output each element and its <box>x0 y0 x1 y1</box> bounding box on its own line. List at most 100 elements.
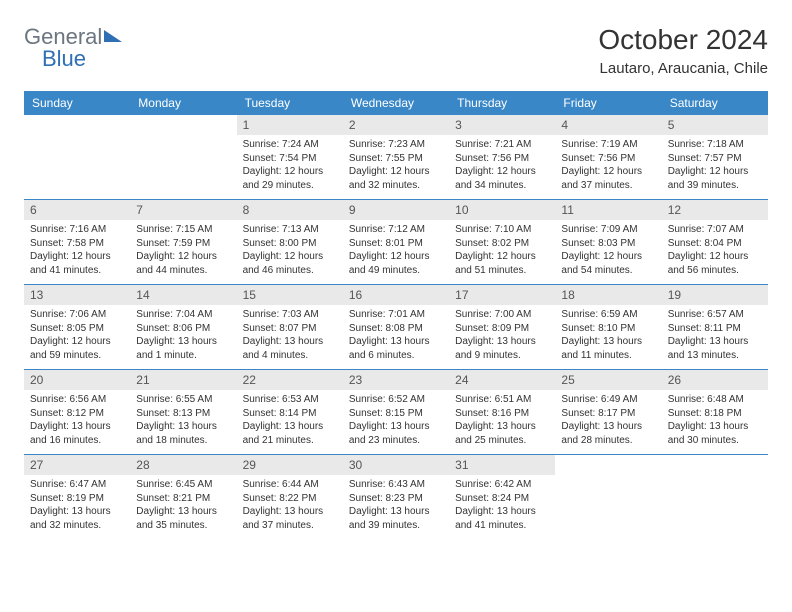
daylight-line: Daylight: 12 hours and 32 minutes. <box>349 165 443 192</box>
day-number: 17 <box>449 285 555 305</box>
calendar-cell: 12Sunrise: 7:07 AMSunset: 8:04 PMDayligh… <box>662 200 768 285</box>
day-body <box>130 133 236 140</box>
day-number: 5 <box>662 115 768 135</box>
calendar-cell: 16Sunrise: 7:01 AMSunset: 8:08 PMDayligh… <box>343 285 449 370</box>
day-body <box>24 133 130 140</box>
day-number: 23 <box>343 370 449 390</box>
weekday-header: Friday <box>555 91 661 115</box>
daylight-line: Daylight: 13 hours and 25 minutes. <box>455 420 549 447</box>
calendar-cell: 2Sunrise: 7:23 AMSunset: 7:55 PMDaylight… <box>343 115 449 200</box>
sunrise-line: Sunrise: 7:13 AM <box>243 223 337 237</box>
weekday-header: Sunday <box>24 91 130 115</box>
daylight-line: Daylight: 13 hours and 21 minutes. <box>243 420 337 447</box>
calendar-cell: 13Sunrise: 7:06 AMSunset: 8:05 PMDayligh… <box>24 285 130 370</box>
calendar-cell: 28Sunrise: 6:45 AMSunset: 8:21 PMDayligh… <box>130 455 236 540</box>
sunrise-line: Sunrise: 6:53 AM <box>243 393 337 407</box>
logo-text-blue: Blue <box>42 46 122 72</box>
day-number: 30 <box>343 455 449 475</box>
calendar-cell: 26Sunrise: 6:48 AMSunset: 8:18 PMDayligh… <box>662 370 768 455</box>
daylight-line: Daylight: 13 hours and 23 minutes. <box>349 420 443 447</box>
day-body: Sunrise: 7:19 AMSunset: 7:56 PMDaylight:… <box>555 135 661 196</box>
sunrise-line: Sunrise: 7:04 AM <box>136 308 230 322</box>
calendar-cell: 8Sunrise: 7:13 AMSunset: 8:00 PMDaylight… <box>237 200 343 285</box>
daylight-line: Daylight: 12 hours and 37 minutes. <box>561 165 655 192</box>
sunrise-line: Sunrise: 6:49 AM <box>561 393 655 407</box>
sunset-line: Sunset: 8:06 PM <box>136 322 230 336</box>
sunset-line: Sunset: 8:15 PM <box>349 407 443 421</box>
daylight-line: Daylight: 13 hours and 37 minutes. <box>243 505 337 532</box>
day-number <box>130 115 236 133</box>
day-number: 19 <box>662 285 768 305</box>
sunset-line: Sunset: 8:18 PM <box>668 407 762 421</box>
day-number: 28 <box>130 455 236 475</box>
sunrise-line: Sunrise: 7:12 AM <box>349 223 443 237</box>
calendar-cell: 5Sunrise: 7:18 AMSunset: 7:57 PMDaylight… <box>662 115 768 200</box>
day-body: Sunrise: 7:18 AMSunset: 7:57 PMDaylight:… <box>662 135 768 196</box>
sunset-line: Sunset: 8:17 PM <box>561 407 655 421</box>
calendar-cell: 30Sunrise: 6:43 AMSunset: 8:23 PMDayligh… <box>343 455 449 540</box>
weekday-header: Monday <box>130 91 236 115</box>
sunrise-line: Sunrise: 7:07 AM <box>668 223 762 237</box>
sunrise-line: Sunrise: 7:24 AM <box>243 138 337 152</box>
sunset-line: Sunset: 8:09 PM <box>455 322 549 336</box>
sunset-line: Sunset: 8:10 PM <box>561 322 655 336</box>
day-number: 20 <box>24 370 130 390</box>
daylight-line: Daylight: 13 hours and 11 minutes. <box>561 335 655 362</box>
day-body: Sunrise: 7:09 AMSunset: 8:03 PMDaylight:… <box>555 220 661 281</box>
calendar-grid: 1Sunrise: 7:24 AMSunset: 7:54 PMDaylight… <box>24 115 768 540</box>
day-number: 1 <box>237 115 343 135</box>
calendar-cell: 7Sunrise: 7:15 AMSunset: 7:59 PMDaylight… <box>130 200 236 285</box>
sunrise-line: Sunrise: 6:52 AM <box>349 393 443 407</box>
calendar-cell <box>662 455 768 540</box>
daylight-line: Daylight: 13 hours and 6 minutes. <box>349 335 443 362</box>
sunset-line: Sunset: 8:11 PM <box>668 322 762 336</box>
daylight-line: Daylight: 12 hours and 41 minutes. <box>30 250 124 277</box>
sunrise-line: Sunrise: 7:09 AM <box>561 223 655 237</box>
day-body: Sunrise: 7:16 AMSunset: 7:58 PMDaylight:… <box>24 220 130 281</box>
daylight-line: Daylight: 13 hours and 4 minutes. <box>243 335 337 362</box>
day-number: 26 <box>662 370 768 390</box>
sunset-line: Sunset: 7:58 PM <box>30 237 124 251</box>
calendar-cell: 6Sunrise: 7:16 AMSunset: 7:58 PMDaylight… <box>24 200 130 285</box>
sunset-line: Sunset: 7:59 PM <box>136 237 230 251</box>
calendar-cell <box>555 455 661 540</box>
day-body: Sunrise: 7:06 AMSunset: 8:05 PMDaylight:… <box>24 305 130 366</box>
day-body: Sunrise: 7:12 AMSunset: 8:01 PMDaylight:… <box>343 220 449 281</box>
day-body: Sunrise: 7:00 AMSunset: 8:09 PMDaylight:… <box>449 305 555 366</box>
day-body: Sunrise: 7:10 AMSunset: 8:02 PMDaylight:… <box>449 220 555 281</box>
day-number: 9 <box>343 200 449 220</box>
weekday-header: Thursday <box>449 91 555 115</box>
day-number: 29 <box>237 455 343 475</box>
day-body: Sunrise: 6:44 AMSunset: 8:22 PMDaylight:… <box>237 475 343 536</box>
calendar-cell: 29Sunrise: 6:44 AMSunset: 8:22 PMDayligh… <box>237 455 343 540</box>
calendar-page: General Blue October 2024 Lautaro, Arauc… <box>0 0 792 540</box>
calendar-cell: 3Sunrise: 7:21 AMSunset: 7:56 PMDaylight… <box>449 115 555 200</box>
weekday-header-row: SundayMondayTuesdayWednesdayThursdayFrid… <box>24 91 768 115</box>
day-number: 12 <box>662 200 768 220</box>
calendar-cell: 15Sunrise: 7:03 AMSunset: 8:07 PMDayligh… <box>237 285 343 370</box>
sunset-line: Sunset: 8:16 PM <box>455 407 549 421</box>
day-number: 11 <box>555 200 661 220</box>
calendar-cell: 27Sunrise: 6:47 AMSunset: 8:19 PMDayligh… <box>24 455 130 540</box>
sunset-line: Sunset: 8:03 PM <box>561 237 655 251</box>
sunset-line: Sunset: 8:07 PM <box>243 322 337 336</box>
sunrise-line: Sunrise: 7:19 AM <box>561 138 655 152</box>
sunrise-line: Sunrise: 7:03 AM <box>243 308 337 322</box>
calendar-cell: 14Sunrise: 7:04 AMSunset: 8:06 PMDayligh… <box>130 285 236 370</box>
daylight-line: Daylight: 12 hours and 56 minutes. <box>668 250 762 277</box>
daylight-line: Daylight: 12 hours and 34 minutes. <box>455 165 549 192</box>
weekday-header: Wednesday <box>343 91 449 115</box>
calendar-cell <box>24 115 130 200</box>
weekday-header: Saturday <box>662 91 768 115</box>
daylight-line: Daylight: 13 hours and 9 minutes. <box>455 335 549 362</box>
daylight-line: Daylight: 13 hours and 39 minutes. <box>349 505 443 532</box>
day-body: Sunrise: 6:47 AMSunset: 8:19 PMDaylight:… <box>24 475 130 536</box>
sunrise-line: Sunrise: 6:57 AM <box>668 308 762 322</box>
day-number: 10 <box>449 200 555 220</box>
day-body: Sunrise: 7:23 AMSunset: 7:55 PMDaylight:… <box>343 135 449 196</box>
sunset-line: Sunset: 8:08 PM <box>349 322 443 336</box>
day-body: Sunrise: 6:52 AMSunset: 8:15 PMDaylight:… <box>343 390 449 451</box>
sunrise-line: Sunrise: 7:16 AM <box>30 223 124 237</box>
calendar-cell: 17Sunrise: 7:00 AMSunset: 8:09 PMDayligh… <box>449 285 555 370</box>
calendar-cell: 1Sunrise: 7:24 AMSunset: 7:54 PMDaylight… <box>237 115 343 200</box>
